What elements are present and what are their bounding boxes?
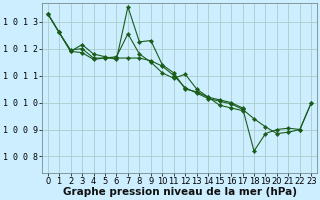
X-axis label: Graphe pression niveau de la mer (hPa): Graphe pression niveau de la mer (hPa) <box>62 187 297 197</box>
